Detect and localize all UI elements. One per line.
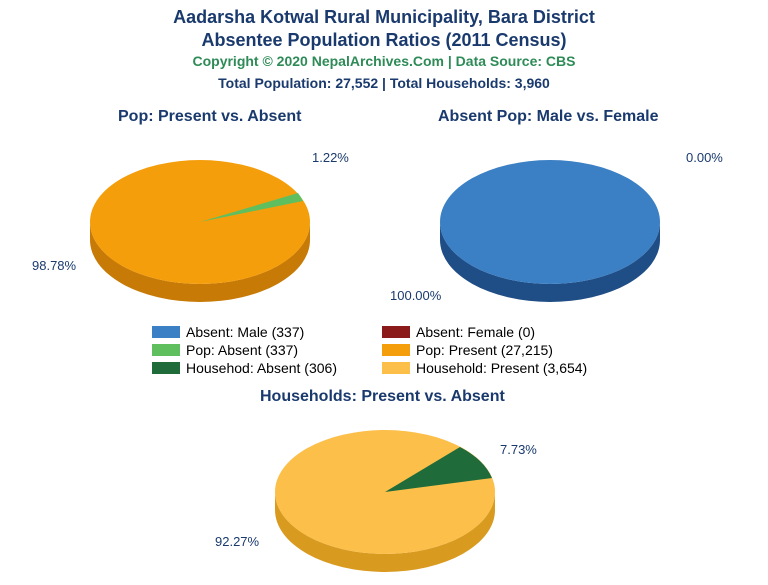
legend-swatch	[382, 344, 410, 356]
legend-item: Pop: Absent (337)	[152, 342, 382, 358]
hh-pct-present: 92.27%	[215, 534, 259, 549]
chart-gender-title: Absent Pop: Male vs. Female	[438, 108, 659, 126]
legend-swatch	[152, 326, 180, 338]
chart-households	[255, 410, 515, 585]
legend-swatch	[382, 326, 410, 338]
title-line-1: Aadarsha Kotwal Rural Municipality, Bara…	[173, 7, 595, 27]
legend-text: Absent: Female (0)	[416, 324, 535, 340]
title-line-2: Absentee Population Ratios (2011 Census)	[201, 30, 566, 50]
legend-text: Househod: Absent (306)	[186, 360, 337, 376]
chart-hh-title: Households: Present vs. Absent	[260, 388, 505, 406]
pie-gender-svg	[420, 132, 680, 312]
legend-item: Household: Present (3,654)	[382, 360, 612, 376]
legend-text: Absent: Male (337)	[186, 324, 304, 340]
pie-pop-svg	[70, 132, 330, 312]
chart-pop	[70, 132, 330, 317]
copyright-line: Copyright © 2020 NepalArchives.Com | Dat…	[0, 53, 768, 69]
legend-text: Household: Present (3,654)	[416, 360, 587, 376]
legend-item: Absent: Female (0)	[382, 324, 612, 340]
gender-pct-male: 100.00%	[390, 288, 441, 303]
totals-line: Total Population: 27,552 | Total Househo…	[0, 75, 768, 91]
pie-hh-svg	[255, 410, 515, 580]
page-title: Aadarsha Kotwal Rural Municipality, Bara…	[0, 0, 768, 51]
pop-pct-present: 98.78%	[32, 258, 76, 273]
hh-pct-absent: 7.73%	[500, 442, 537, 457]
gender-pct-female: 0.00%	[686, 150, 723, 165]
legend-item: Househod: Absent (306)	[152, 360, 382, 376]
legend-item: Pop: Present (27,215)	[382, 342, 612, 358]
pie-gender-slice-male	[440, 160, 660, 284]
legend-swatch	[382, 362, 410, 374]
chart-pop-title: Pop: Present vs. Absent	[118, 108, 301, 126]
legend-item: Absent: Male (337)	[152, 324, 382, 340]
legend: Absent: Male (337) Absent: Female (0) Po…	[152, 324, 622, 378]
chart-gender	[420, 132, 680, 317]
legend-swatch	[152, 362, 180, 374]
legend-text: Pop: Present (27,215)	[416, 342, 553, 358]
legend-swatch	[152, 344, 180, 356]
pop-pct-absent: 1.22%	[312, 150, 349, 165]
legend-text: Pop: Absent (337)	[186, 342, 298, 358]
